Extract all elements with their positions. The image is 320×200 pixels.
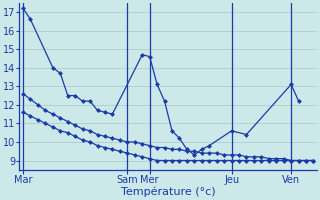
- X-axis label: Température (°c): Température (°c): [121, 187, 216, 197]
